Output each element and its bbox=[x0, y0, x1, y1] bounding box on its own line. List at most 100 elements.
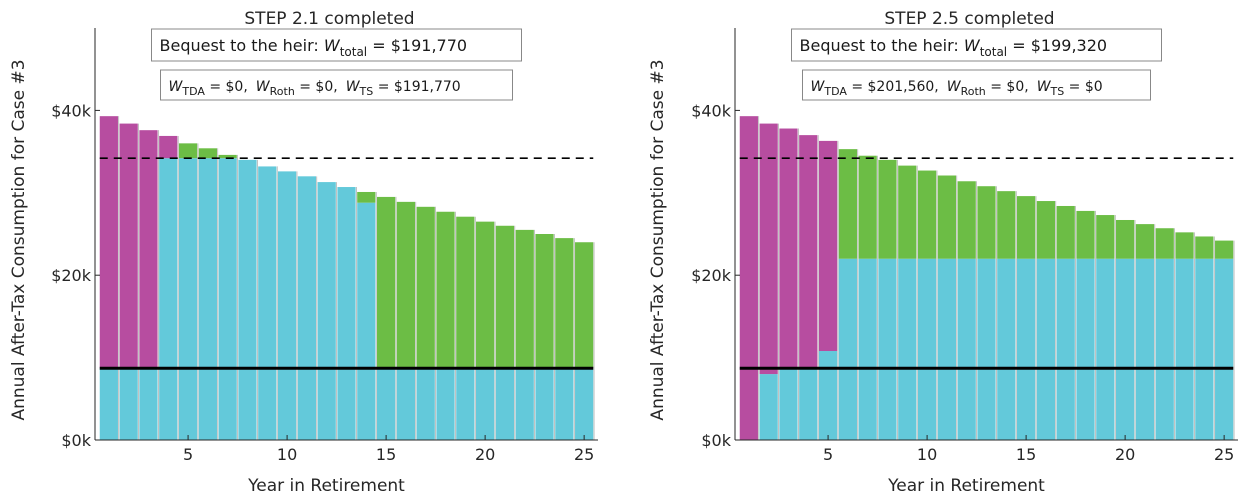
bar-segment-ts bbox=[198, 158, 217, 440]
bar-segment-ts bbox=[277, 171, 297, 440]
bar-segment-ts bbox=[436, 368, 455, 440]
bar-segment-ts bbox=[575, 368, 594, 440]
breakdown-value: = $0, bbox=[295, 79, 338, 95]
bar-segment-tda bbox=[99, 116, 118, 369]
bar-segment-ts bbox=[555, 368, 574, 440]
bar-segment-ts bbox=[258, 166, 277, 440]
bar-segment-ts bbox=[1175, 258, 1194, 440]
bar-segment-ts bbox=[396, 368, 416, 440]
bar-segment-roth bbox=[997, 191, 1016, 259]
bequest-label: Bequest to the heir: bbox=[800, 36, 964, 55]
bar-segment-ts bbox=[937, 258, 956, 440]
bar-segment-roth bbox=[1155, 228, 1174, 259]
bar-segment-ts bbox=[1017, 258, 1036, 440]
bar-segment-ts bbox=[377, 368, 396, 440]
breakdown-text: WTDA = $201,560, WRoth = $0, WTS = $0 bbox=[811, 79, 1103, 98]
x-tick-label: 25 bbox=[574, 445, 594, 464]
bar-segment-ts bbox=[297, 176, 316, 440]
bar-segment-ts bbox=[759, 374, 778, 440]
bar-segment-ts bbox=[357, 202, 376, 440]
breakdown-var: W bbox=[256, 79, 271, 95]
y-tick-label: $40k bbox=[51, 101, 92, 120]
bar-segment-roth bbox=[495, 225, 515, 369]
breakdown-value: = $0, bbox=[205, 79, 248, 95]
bar-segment-ts bbox=[178, 158, 198, 440]
chart-title: STEP 2.5 completed bbox=[884, 9, 1054, 29]
bar-segment-roth bbox=[1215, 240, 1234, 259]
breakdown-sub: TDA bbox=[823, 85, 847, 98]
y-tick-label: $40k bbox=[691, 101, 732, 120]
bar-segment-roth bbox=[436, 211, 455, 369]
y-axis-label: Annual After-Tax Consumption for Case #3 bbox=[648, 59, 668, 420]
bequest-var: W bbox=[324, 36, 341, 55]
bequest-sub: total bbox=[980, 45, 1007, 59]
bequest-text: Bequest to the heir: Wtotal = $199,320 bbox=[800, 36, 1108, 59]
bar-segment-ts bbox=[1076, 258, 1095, 440]
bar-segment-roth bbox=[1135, 224, 1155, 259]
bar-segment-ts bbox=[838, 258, 857, 440]
bequest-value: = $191,770 bbox=[367, 36, 467, 55]
bar-segment-ts bbox=[139, 368, 158, 440]
bar-segment-ts bbox=[799, 368, 818, 440]
breakdown-value: = $191,770 bbox=[373, 79, 460, 95]
bar-segment-roth bbox=[456, 216, 475, 369]
bar-segment-roth bbox=[1175, 232, 1194, 259]
breakdown-box bbox=[802, 69, 1151, 101]
bar-segment-roth bbox=[1096, 215, 1115, 259]
bequest-value: = $199,320 bbox=[1007, 36, 1107, 55]
bar-segment-roth bbox=[575, 242, 594, 369]
bequest-box bbox=[791, 28, 1162, 62]
x-tick-label: 10 bbox=[277, 445, 297, 464]
bar-segment-roth bbox=[1076, 210, 1095, 259]
bar-segment-tda bbox=[779, 128, 798, 369]
bar-segment-ts bbox=[1195, 258, 1214, 440]
chart-title: STEP 2.1 completed bbox=[244, 9, 414, 29]
bar-segment-roth bbox=[178, 143, 198, 159]
x-tick-label: 5 bbox=[823, 445, 833, 464]
breakdown-sub: Roth bbox=[961, 85, 986, 98]
chart-panel-1: $0k $20k $40k 5 10 15 20 25 Year in Retirement An… bbox=[9, 9, 598, 495]
bar-segment-ts bbox=[535, 368, 554, 440]
bar-segment-tda bbox=[159, 135, 178, 159]
bar-segment-ts bbox=[495, 368, 515, 440]
x-tick-label: 20 bbox=[475, 445, 495, 464]
bar-segment-tda bbox=[739, 116, 758, 441]
bar-segment-ts bbox=[99, 368, 118, 440]
bar-segment-roth bbox=[515, 229, 534, 369]
bar-segment-tda bbox=[139, 130, 158, 369]
bar-segment-tda bbox=[799, 135, 818, 369]
y-tick-label: $20k bbox=[51, 266, 92, 285]
bar-segment-roth bbox=[535, 234, 554, 369]
bars bbox=[99, 116, 595, 440]
bar-segment-tda bbox=[759, 123, 778, 375]
bars bbox=[739, 116, 1235, 441]
breakdown-var: W bbox=[169, 79, 184, 95]
bar-segment-roth bbox=[957, 181, 976, 259]
bar-segment-roth bbox=[917, 170, 937, 259]
bar-segment-ts bbox=[818, 351, 838, 440]
bar-segment-roth bbox=[476, 221, 495, 369]
bar-segment-roth bbox=[1116, 219, 1135, 259]
breakdown-var: W bbox=[947, 79, 962, 95]
breakdown-box bbox=[160, 69, 513, 101]
x-axis-label: Year in Retirement bbox=[887, 476, 1045, 495]
bequest-label: Bequest to the heir: bbox=[160, 36, 324, 55]
breakdown-sub: TDA bbox=[181, 85, 205, 98]
bar-segment-roth bbox=[977, 186, 996, 259]
bar-segment-ts bbox=[977, 258, 996, 440]
bar-segment-ts bbox=[476, 368, 495, 440]
bar-segment-ts bbox=[1116, 258, 1135, 440]
bar-segment-roth bbox=[416, 206, 435, 369]
bar-segment-ts bbox=[317, 182, 336, 440]
x-tick-label: 15 bbox=[376, 445, 396, 464]
chart-panel-2: $0k $20k $40k 5 10 15 20 25 Year in Retirement An… bbox=[648, 9, 1238, 495]
bequest-box bbox=[151, 28, 522, 62]
bequest-sub: total bbox=[340, 45, 367, 59]
y-tick-label: $0k bbox=[701, 431, 731, 450]
x-axis-label: Year in Retirement bbox=[247, 476, 405, 495]
bar-segment-roth bbox=[1017, 196, 1036, 259]
breakdown-var: W bbox=[346, 79, 361, 95]
bar-segment-roth bbox=[357, 191, 376, 203]
bar-segment-roth bbox=[1056, 205, 1075, 259]
